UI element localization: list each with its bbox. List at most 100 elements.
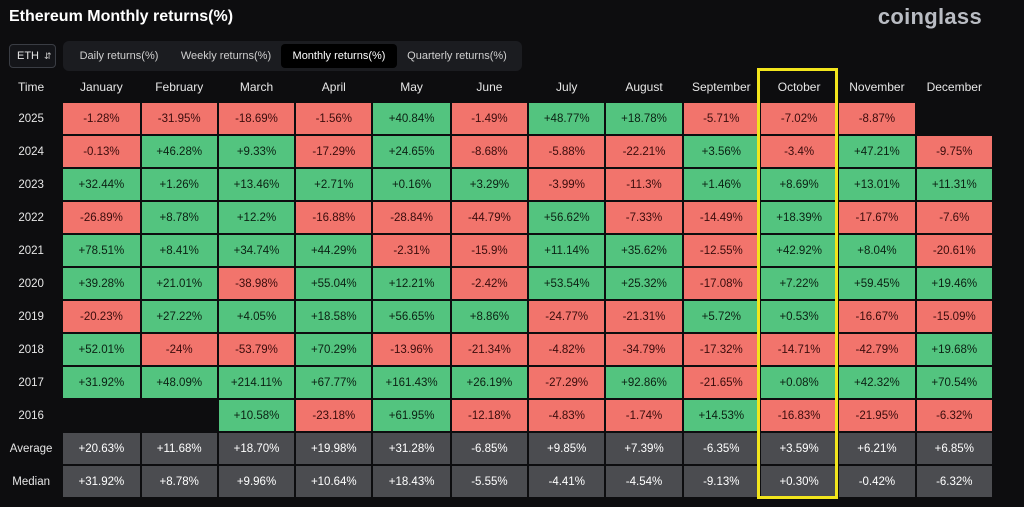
return-cell: -8.87% [838, 102, 916, 135]
return-cell: +24.65% [372, 135, 451, 168]
return-cell: +32.44% [62, 168, 141, 201]
return-cell: +1.46% [682, 168, 760, 201]
return-cell: -11.3% [605, 168, 683, 201]
return-cell: +3.56% [682, 135, 760, 168]
asset-select-value: ETH [17, 50, 39, 62]
row-label: 2017 [0, 366, 63, 399]
asset-select[interactable]: ETH ⇵ [9, 44, 56, 68]
return-cell: -38.98% [217, 267, 296, 300]
return-cell: +21.01% [140, 267, 218, 300]
year-row-2018: 2018 +52.01% -24% -53.79% +70.29% -13.96% -21.… [0, 333, 993, 366]
year-row-2022: 2022 -26.89% +8.78% +12.2% -16.88% -28.84% -44… [0, 201, 993, 234]
tab-weekly-returns[interactable]: Weekly returns(%) [180, 50, 272, 62]
return-cell: +9.85% [528, 432, 606, 465]
return-cell: -17.67% [838, 201, 916, 234]
return-cell: +13.01% [838, 168, 916, 201]
return-cell: -20.23% [62, 300, 141, 333]
return-cell: +13.46% [217, 168, 296, 201]
return-cell: -2.31% [372, 234, 451, 267]
return-cell: -17.32% [682, 333, 760, 366]
return-cell: -27.29% [528, 366, 606, 399]
column-header-december: December [926, 80, 982, 94]
return-cell: +18.70% [217, 432, 296, 465]
return-cell: +27.22% [140, 300, 218, 333]
row-label: 2024 [0, 135, 63, 168]
return-cell: +9.33% [217, 135, 296, 168]
return-cell: -16.67% [838, 300, 916, 333]
return-cell: -21.65% [682, 366, 760, 399]
return-cell: +39.28% [62, 267, 141, 300]
return-cell: -4.82% [528, 333, 606, 366]
return-cell: +61.95% [372, 399, 451, 432]
return-cell: +48.77% [528, 102, 606, 135]
return-cell: +8.41% [140, 234, 218, 267]
return-cell: -5.88% [528, 135, 606, 168]
column-header-october: October [777, 80, 821, 94]
stat-row-median: Median +31.92% +8.78% +9.96% +10.64% +18.43% -… [0, 465, 993, 498]
stat-row-average: Average +20.63% +11.68% +18.70% +19.98% +31.2… [0, 432, 993, 465]
return-cell: -9.75% [915, 135, 993, 168]
return-cell: +47.21% [838, 135, 916, 168]
page-title: Ethereum Monthly returns(%) [9, 8, 234, 25]
return-cell: +8.04% [838, 234, 916, 267]
column-header-time: Time [18, 80, 45, 94]
return-cell: +3.59% [759, 432, 839, 465]
return-cell: +11.68% [140, 432, 218, 465]
return-cell: -15.09% [915, 300, 993, 333]
return-cell: -31.95% [140, 102, 218, 135]
return-cell: -18.69% [217, 102, 296, 135]
return-cell: -1.56% [295, 102, 373, 135]
return-cell: +35.62% [605, 234, 683, 267]
return-cell: -6.32% [915, 465, 993, 498]
return-cell: +18.39% [759, 201, 839, 234]
return-cell: -21.95% [838, 399, 916, 432]
year-row-2017: 2017 +31.92% +48.09% +214.11% +67.77% +161.43… [0, 366, 993, 399]
return-cell: +34.74% [217, 234, 296, 267]
return-cell: +12.21% [372, 267, 451, 300]
return-cell: +3.29% [450, 168, 529, 201]
return-cell: +18.58% [295, 300, 373, 333]
column-header-april: April [321, 80, 346, 94]
return-cell: +8.86% [450, 300, 529, 333]
return-cell: +8.78% [140, 201, 218, 234]
returns-period-tabs: Daily returns(%) Weekly returns(%) Month… [63, 41, 522, 71]
tab-quarterly-returns[interactable]: Quarterly returns(%) [407, 50, 507, 62]
return-cell: +19.98% [295, 432, 373, 465]
column-header-august: August [625, 80, 663, 94]
return-cell: -21.31% [605, 300, 683, 333]
return-cell: -17.08% [682, 267, 760, 300]
return-cell: -42.79% [838, 333, 916, 366]
return-cell: -16.88% [295, 201, 373, 234]
return-cell: -6.85% [450, 432, 529, 465]
return-cell: +31.28% [372, 432, 451, 465]
return-cell: -23.18% [295, 399, 373, 432]
return-cell: +42.92% [759, 234, 839, 267]
return-cell: +31.92% [62, 465, 141, 498]
tab-daily-returns[interactable]: Daily returns(%) [79, 50, 159, 62]
return-cell: -21.34% [450, 333, 529, 366]
chevron-updown-icon: ⇵ [44, 50, 52, 61]
return-cell: +5.72% [682, 300, 760, 333]
return-cell: +52.01% [62, 333, 141, 366]
return-cell: +1.26% [140, 168, 218, 201]
return-cell: +10.64% [295, 465, 373, 498]
return-cell: -0.13% [62, 135, 141, 168]
return-cell: +6.21% [838, 432, 916, 465]
return-cell: +25.32% [605, 267, 683, 300]
return-cell: +40.84% [372, 102, 451, 135]
return-cell: -6.35% [682, 432, 760, 465]
return-cell: +92.86% [605, 366, 683, 399]
row-label: 2023 [0, 168, 63, 201]
row-label: 2019 [0, 300, 63, 333]
year-row-2024: 2024 -0.13% +46.28% +9.33% -17.29% +24.65% -8.… [0, 135, 993, 168]
return-cell: +59.45% [838, 267, 916, 300]
tab-monthly-returns[interactable]: Monthly returns(%) [281, 44, 397, 68]
row-label: Average [0, 432, 63, 465]
return-cell: -53.79% [217, 333, 296, 366]
return-cell: -34.79% [605, 333, 683, 366]
return-cell: +7.22% [759, 267, 839, 300]
return-cell: -4.83% [528, 399, 606, 432]
return-cell: -3.99% [528, 168, 606, 201]
return-cell [915, 102, 993, 135]
return-cell: +46.28% [140, 135, 218, 168]
